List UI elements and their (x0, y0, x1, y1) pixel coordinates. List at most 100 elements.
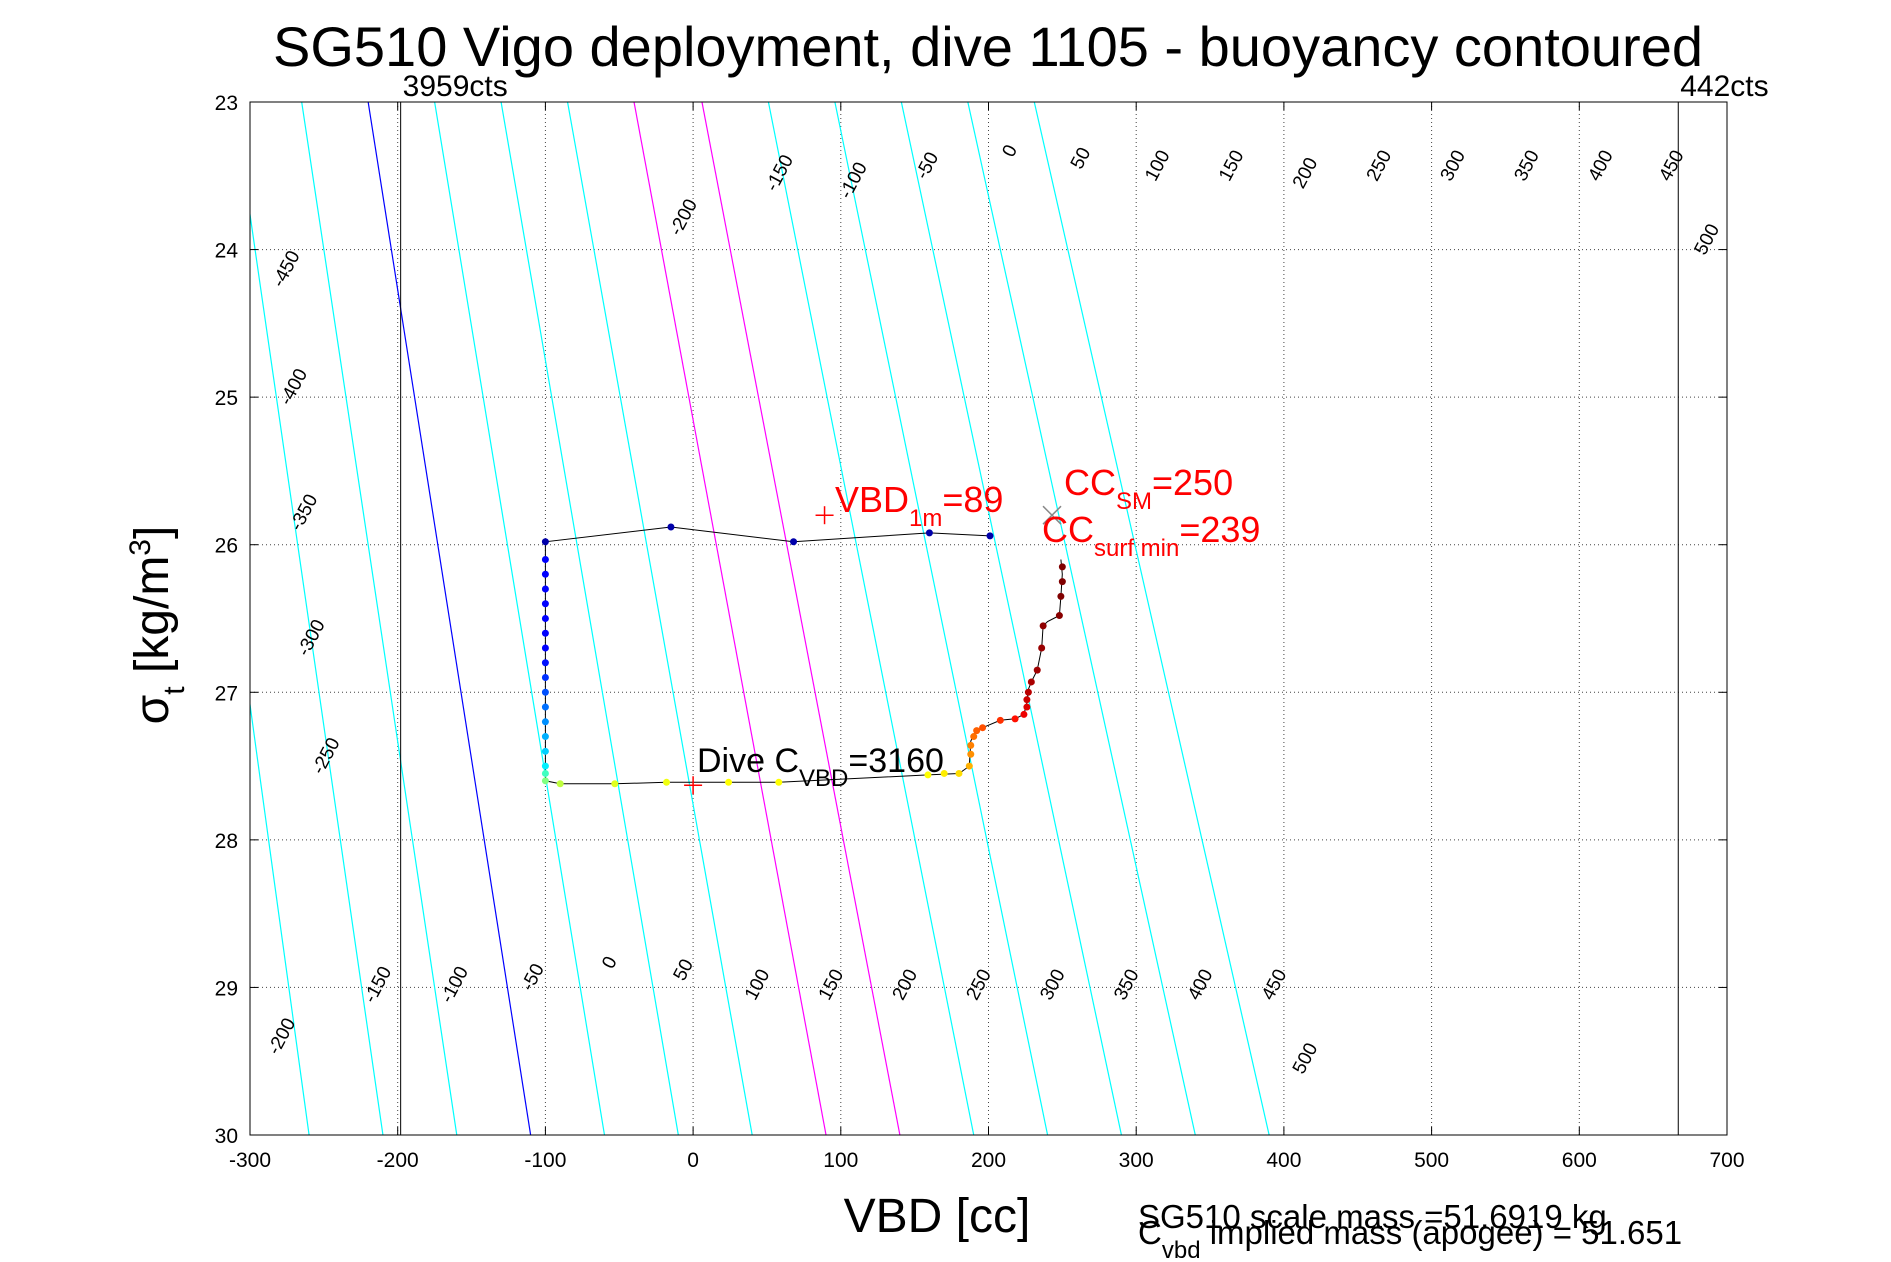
profile-point (541, 718, 549, 726)
contour-line (834, 102, 1049, 1135)
reference-lines: 3959cts 442cts (400, 70, 1769, 1135)
dive-cvbd-pre: Dive C (697, 742, 799, 780)
contour-line (0, 102, 88, 1135)
cc-surf-pre: CC (1042, 509, 1094, 550)
profile-point (955, 769, 963, 777)
x-tick-label: -200 (377, 1149, 419, 1172)
buoyancy-contours (0, 102, 1270, 1135)
profile-point (967, 750, 975, 758)
profile-point (541, 688, 549, 696)
implied-mass-post: implied mass (apogee) = 51.651 (1201, 1214, 1683, 1251)
cross-marker (1042, 505, 1062, 525)
cc-sm-annotation: CCSM=250 (1064, 462, 1233, 515)
dive-profile (541, 523, 1066, 788)
contour-line (367, 102, 532, 1135)
marker-stroke (1042, 505, 1062, 525)
profile-point (1020, 710, 1028, 718)
profile-point (996, 716, 1004, 724)
profile-point (541, 762, 549, 770)
x-tick-label: 300 (1119, 1149, 1154, 1172)
chart-title: SG510 Vigo deployment, dive 1105 - buoya… (273, 15, 1703, 78)
contour-line (301, 102, 458, 1135)
profile-point (541, 555, 549, 563)
profile-point (541, 570, 549, 578)
dive-cvbd-post: =3160 (848, 742, 944, 780)
y-tick-label: 29 (215, 977, 238, 1000)
y-tick-label: 28 (215, 830, 238, 853)
profile-point (940, 769, 948, 777)
x-tick-label: 700 (1709, 1149, 1744, 1172)
x-tick-label: -100 (524, 1149, 566, 1172)
y-tick-label: 26 (215, 535, 238, 558)
profile-point (1039, 622, 1047, 630)
profile-point (541, 703, 549, 711)
profile-point (541, 747, 549, 755)
profile-point (1027, 678, 1035, 686)
profile-point (663, 778, 671, 786)
profile-point (541, 615, 549, 622)
x-tick-label: 0 (687, 1149, 699, 1172)
profile-point (541, 777, 549, 785)
cc-surf-post: =239 (1179, 509, 1260, 550)
contour-line (0, 102, 14, 1135)
contour-line (434, 102, 606, 1135)
x-tick-label: -300 (229, 1149, 271, 1172)
cc-surf-annotation: CCsurf min=239 (1042, 509, 1260, 562)
markers (684, 505, 1062, 795)
x-tick-label: 400 (1266, 1149, 1301, 1172)
x-tick-label: 600 (1562, 1149, 1597, 1172)
profile-point (1023, 703, 1031, 711)
profile-point (541, 644, 549, 652)
profile-point (541, 733, 549, 741)
contour-line (967, 102, 1196, 1135)
y-axis-label-end: ] (126, 526, 179, 539)
profile-point (1023, 696, 1031, 704)
profile-point (556, 780, 564, 788)
profile-point (965, 762, 973, 770)
scale-mass-text: SG510 scale mass =51.6919 kg (1138, 1198, 1607, 1235)
profile-point (1011, 715, 1019, 723)
y-axis-ticks: 23 24 25 26 27 28 29 30 (215, 92, 1727, 1148)
profile-point (541, 600, 549, 608)
profile-point (924, 771, 932, 779)
x-tick-label: 500 (1414, 1149, 1449, 1172)
profile-point (541, 659, 549, 667)
plus-marker (684, 776, 703, 795)
x-axis-label: VBD [cc] (844, 1190, 1031, 1243)
y-axis-label-sub: t (158, 686, 191, 695)
profile-point (986, 532, 994, 540)
implied-mass-sub: vbd (1162, 1237, 1201, 1262)
profile-point (1038, 644, 1046, 652)
profile-point (775, 778, 783, 786)
profile-point (1033, 666, 1041, 674)
vbd-1m-post: =89 (942, 479, 1003, 520)
contour-line (767, 102, 975, 1135)
profile-point (611, 780, 619, 788)
count-reference-label: 442cts (1680, 70, 1768, 103)
implied-mass-pre: C (1138, 1214, 1162, 1251)
count-reference-label: 3959cts (403, 70, 508, 103)
x-axis-ticks: -300 -200 -100 0 100 200 300 400 500 600 700 (229, 102, 1745, 1172)
contour-line (701, 102, 901, 1135)
profile-point (541, 674, 549, 682)
profile-point (541, 538, 549, 546)
contour-line (900, 102, 1123, 1135)
profile-point (725, 778, 733, 786)
y-tick-label: 23 (215, 92, 238, 115)
cc-sm-pre: CC (1064, 462, 1116, 503)
cc-surf-sub: surf min (1094, 535, 1179, 562)
contour-line (633, 102, 827, 1135)
profile-point (1058, 563, 1066, 571)
y-tick-label: 25 (215, 387, 238, 410)
grid-lines (250, 102, 1727, 1135)
y-axis-label: σt [kg/m3] (124, 526, 191, 725)
x-tick-label: 200 (971, 1149, 1006, 1172)
y-tick-label: 30 (215, 1125, 238, 1148)
profile-point (1057, 592, 1065, 600)
profile-point (541, 769, 549, 777)
profile-point (967, 741, 975, 749)
cc-sm-sub: SM (1116, 488, 1152, 515)
cc-sm-post: =250 (1152, 462, 1233, 503)
x-tick-label: 100 (823, 1149, 858, 1172)
